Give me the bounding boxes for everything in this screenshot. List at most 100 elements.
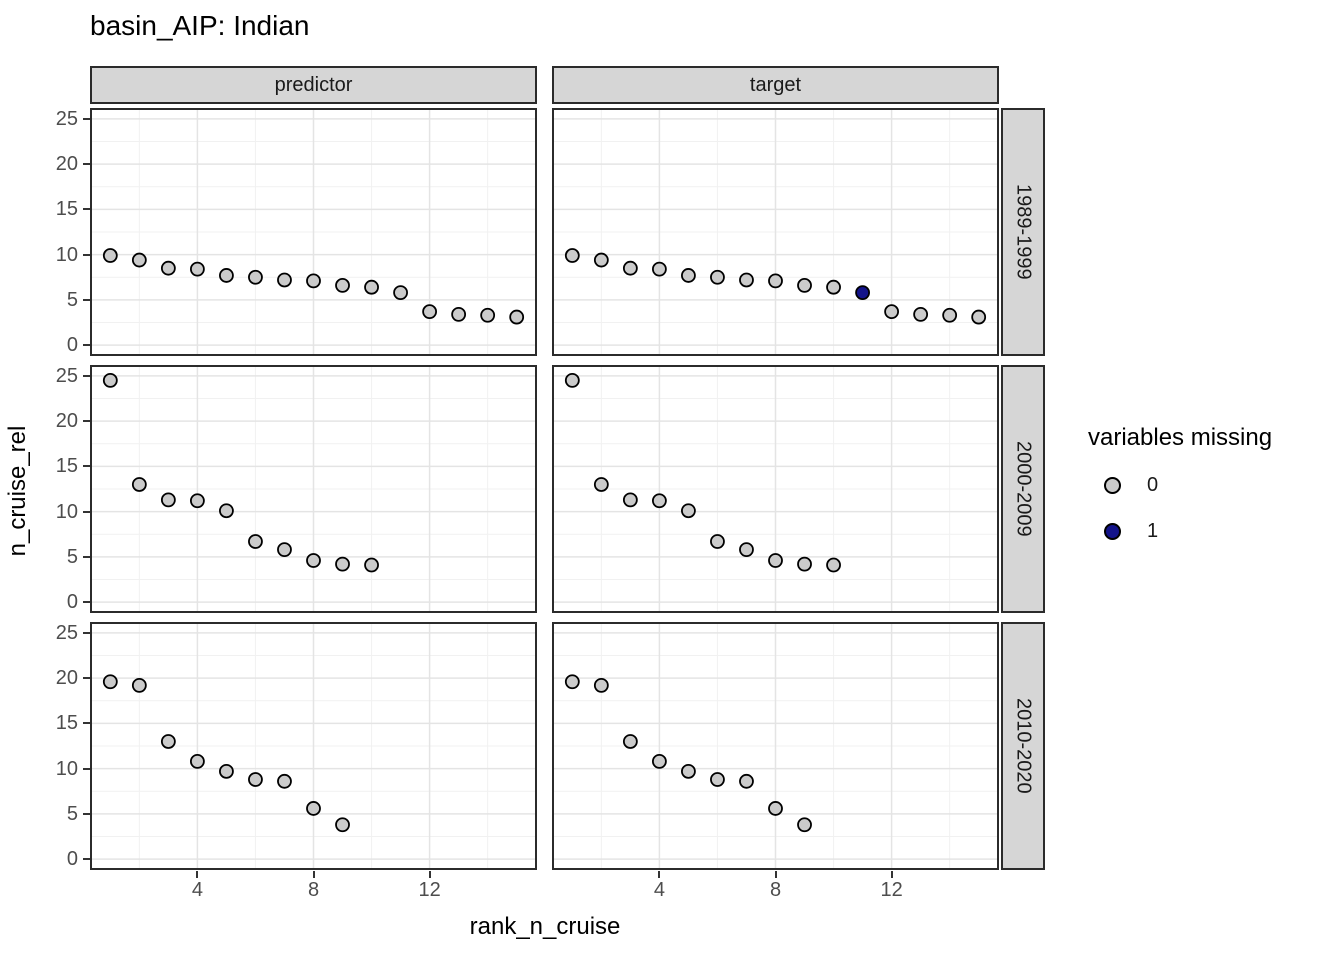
data-point [797, 278, 812, 293]
data-point [509, 309, 525, 325]
data-point [681, 763, 696, 779]
data-point [451, 306, 467, 322]
data-point [335, 278, 350, 293]
plot-title: basin_AIP: Indian [90, 10, 310, 41]
data-point [306, 553, 321, 568]
facet-row-strip-2000-2009: 2000-2009 [1001, 365, 1045, 613]
tick-mark [83, 344, 90, 347]
data-point [277, 542, 292, 558]
legend-item-label: 1 [1147, 519, 1159, 542]
tick-mark [83, 163, 90, 166]
data-point [306, 273, 321, 289]
data-point [277, 773, 292, 789]
tick-mark [658, 871, 661, 878]
tick-mark [83, 117, 90, 120]
tick-mark [83, 858, 90, 861]
data-point [913, 306, 929, 322]
tick-label: 12 [880, 879, 903, 901]
tick-label: 20 [55, 667, 78, 690]
data-point [826, 279, 841, 295]
data-point [622, 260, 638, 276]
tick-label: 0 [66, 334, 78, 357]
data-point [884, 304, 900, 320]
tick-mark [428, 871, 431, 878]
tick-mark [83, 767, 90, 770]
data-point [739, 773, 754, 789]
tick-mark [83, 601, 90, 604]
tick-label: 5 [66, 288, 78, 311]
tick-label: 4 [653, 879, 665, 901]
data-point [739, 542, 754, 558]
y-axis-title: n_cruise_rel [4, 425, 31, 557]
data-point [593, 477, 609, 492]
facet-row-strip-1989-1999: 1989-1999 [1001, 108, 1045, 356]
panel-predictor-1989-1999 [90, 108, 537, 356]
facet-row-label: 1989-1999 [1012, 184, 1035, 280]
data-point [393, 285, 408, 301]
data-point [651, 753, 667, 769]
data-point [131, 677, 147, 693]
tick-mark [83, 631, 90, 634]
data-point [768, 553, 783, 568]
tick-label: 0 [66, 848, 78, 871]
legend: variables missing 0 1 [1088, 424, 1338, 566]
legend-item-0: 0 [1088, 474, 1338, 496]
legend-marker-circle-gray-icon [1104, 476, 1121, 494]
data-point [102, 248, 118, 263]
data-point [797, 817, 812, 833]
tick-label: 20 [55, 410, 78, 433]
tick-label: 15 [55, 712, 78, 735]
tick-label: 5 [66, 802, 78, 825]
data-point [364, 557, 379, 573]
tick-label: 12 [418, 879, 441, 901]
data-point [942, 307, 958, 323]
facet-column-strip-target: target [552, 66, 999, 104]
data-point [102, 674, 118, 690]
data-point [681, 503, 696, 519]
tick-label: 4 [191, 879, 203, 901]
facet-row-label: 2000-2009 [1012, 441, 1035, 537]
panel-predictor-2010-2020 [90, 622, 537, 870]
tick-label: 20 [55, 153, 78, 176]
facet-column-label: target [749, 73, 802, 96]
panel-target-1989-1999 [552, 108, 999, 356]
data-point [219, 268, 234, 283]
tick-label: 10 [55, 500, 78, 523]
data-point [593, 677, 609, 693]
data-point [422, 304, 438, 320]
tick-label: 15 [55, 455, 78, 478]
data-point [160, 492, 176, 508]
data-point [131, 477, 147, 492]
tick-label: 8 [769, 879, 782, 901]
tick-mark [312, 871, 315, 878]
tick-mark [83, 208, 90, 211]
data-point [248, 772, 263, 787]
data-point [768, 273, 783, 289]
data-point [160, 734, 176, 749]
tick-label: 8 [307, 879, 320, 901]
legend-marker-circle-navy-icon [1104, 522, 1121, 540]
data-point [710, 534, 725, 549]
data-point [364, 279, 379, 295]
data-point [277, 272, 292, 288]
data-point [102, 372, 118, 388]
tick-mark [83, 555, 90, 558]
tick-label: 25 [55, 364, 78, 387]
facet-column-label: predictor [274, 73, 353, 96]
x-axis-title: rank_n_cruise [469, 913, 621, 940]
tick-mark [83, 677, 90, 680]
data-point [189, 753, 205, 769]
legend-item-1: 1 [1088, 520, 1338, 542]
data-point [622, 492, 638, 508]
panel-target-2010-2020 [552, 622, 999, 870]
facet-column-strip-predictor: predictor [90, 66, 537, 104]
data-point [651, 261, 667, 277]
data-point [219, 763, 234, 779]
data-point [739, 272, 754, 288]
tick-label: 10 [55, 243, 78, 266]
tick-mark [774, 871, 777, 878]
data-point [189, 493, 205, 509]
data-point [564, 248, 580, 263]
data-point [306, 801, 321, 816]
